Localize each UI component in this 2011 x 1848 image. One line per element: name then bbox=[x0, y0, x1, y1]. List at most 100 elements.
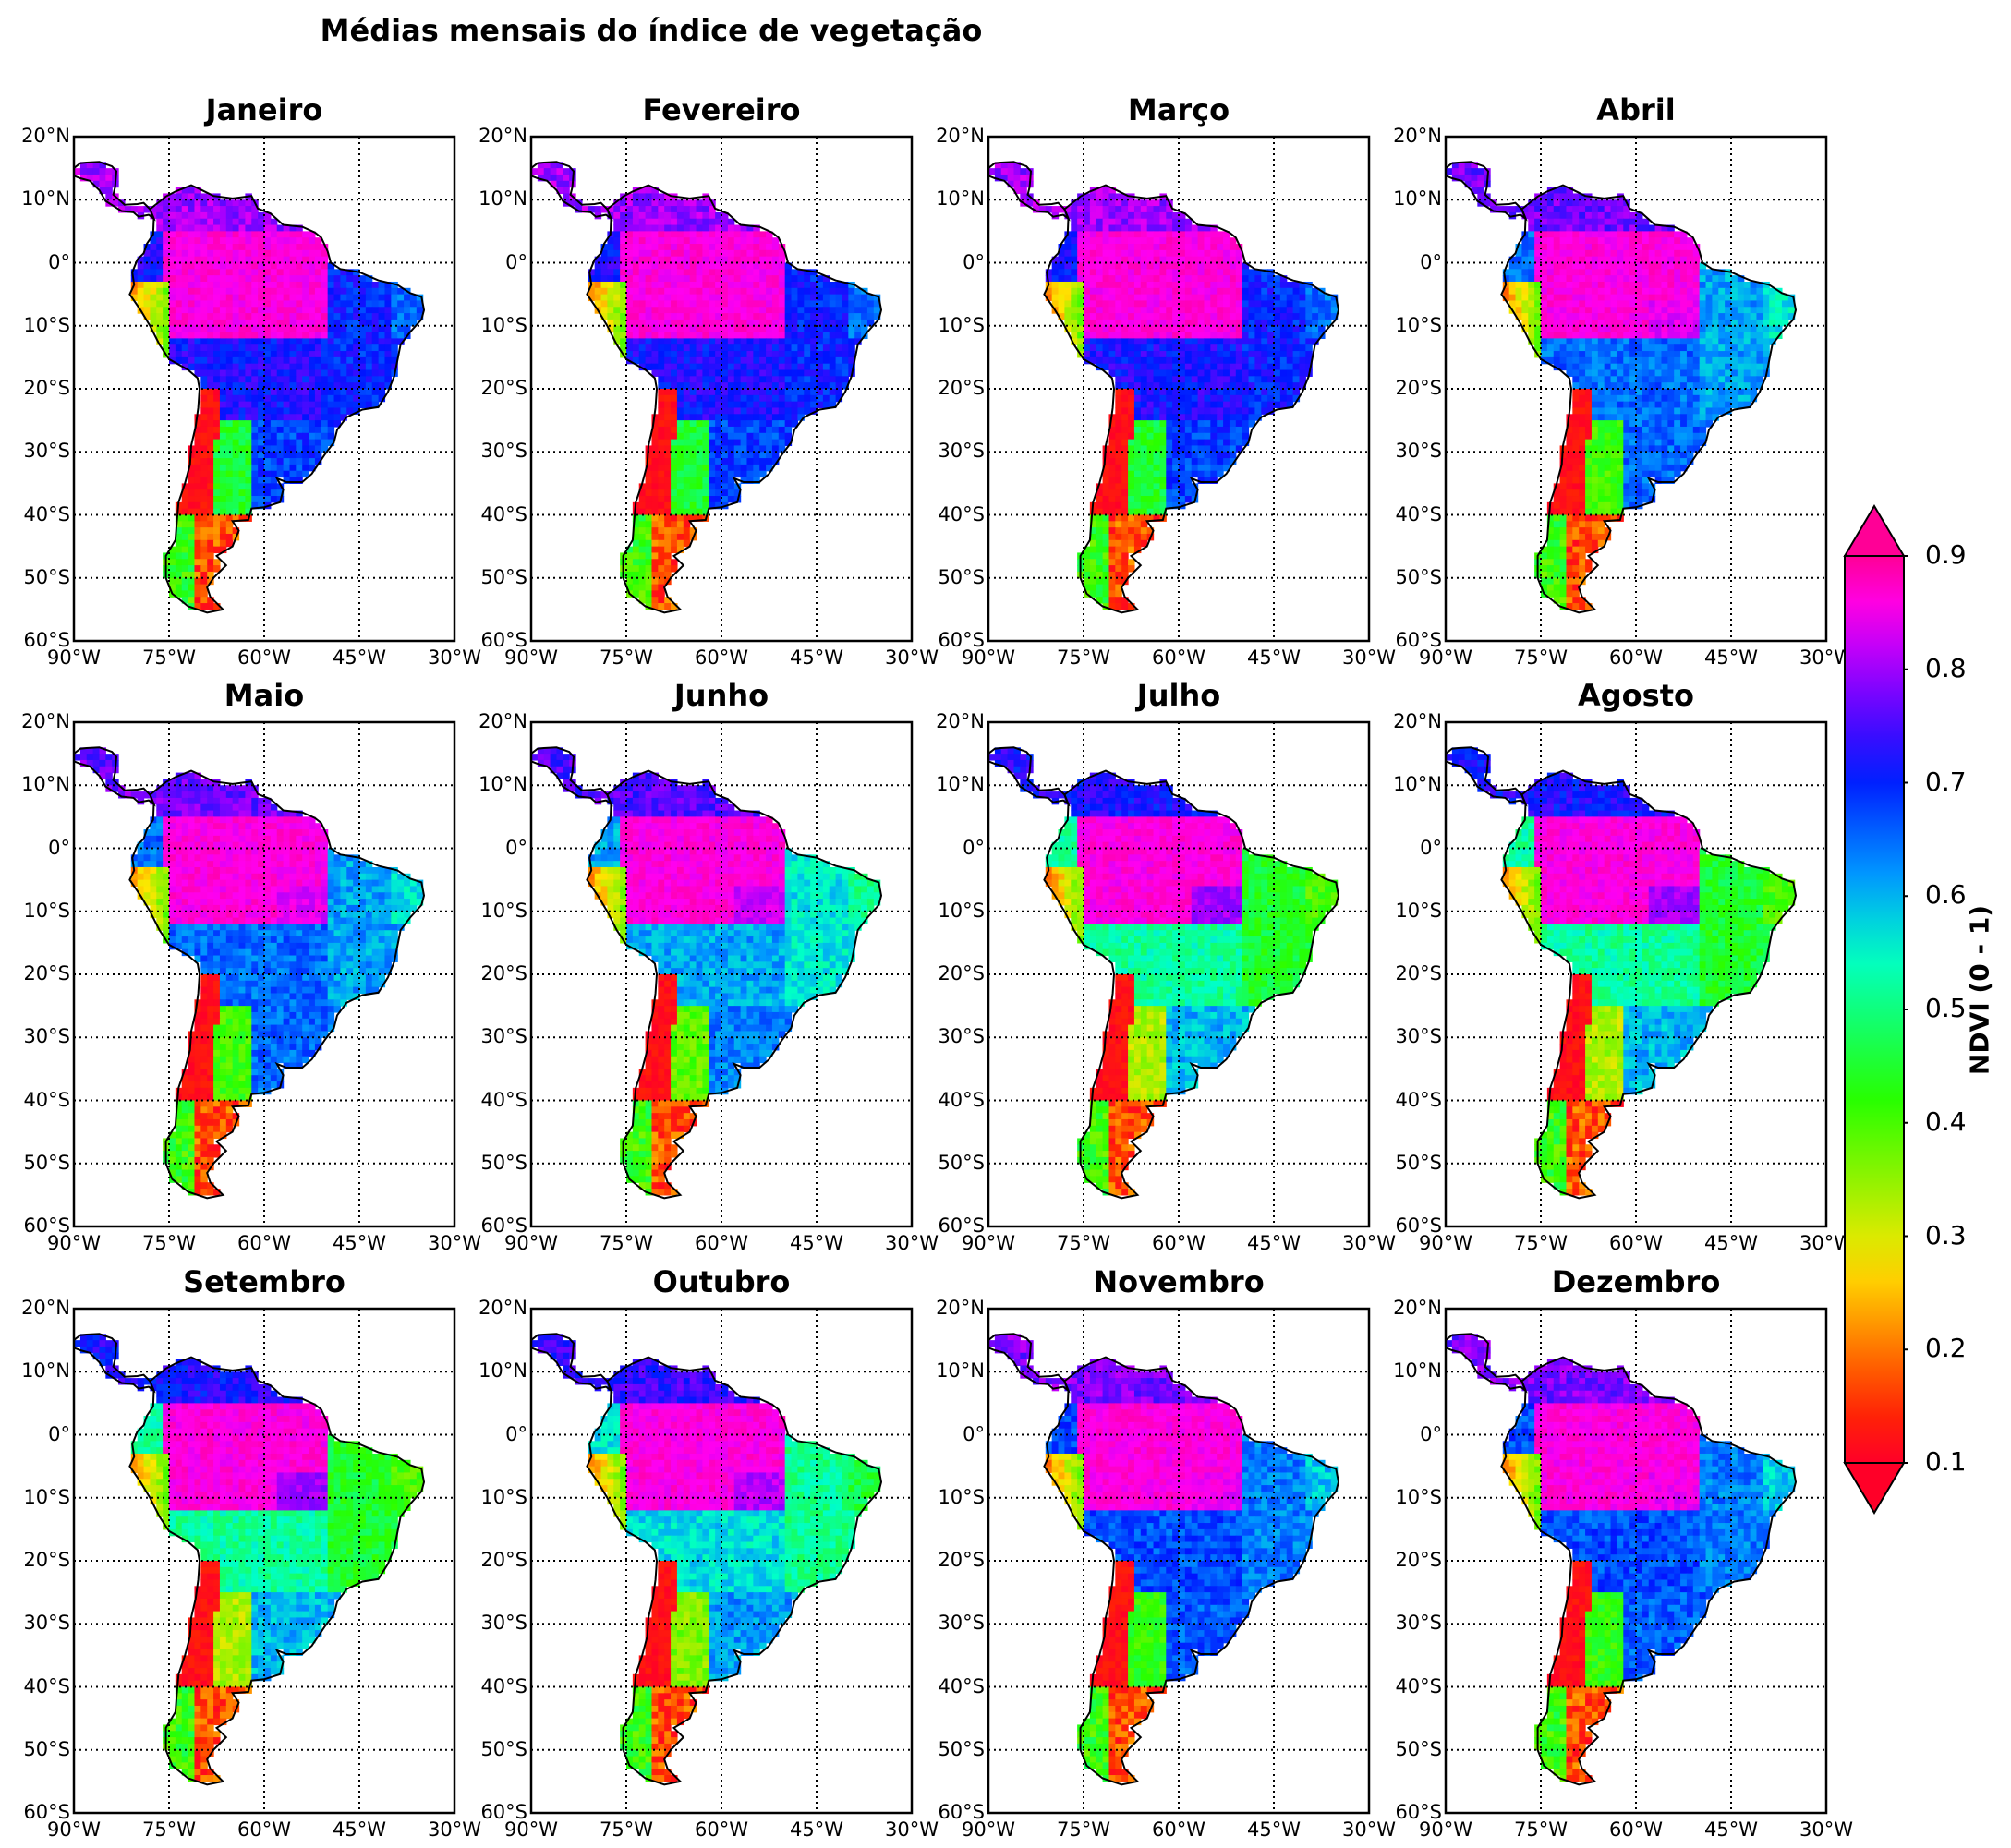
coastline bbox=[73, 746, 156, 807]
ndvi-map bbox=[987, 720, 1371, 1228]
colorbar-tick-label: 0.3 bbox=[1925, 1219, 1967, 1250]
latitude-tick-label: 20°N bbox=[479, 1297, 527, 1319]
map-frame bbox=[987, 720, 1371, 1228]
latitude-tick-label: 20°N bbox=[479, 125, 527, 147]
map-frame bbox=[987, 135, 1371, 643]
colorbar bbox=[1843, 504, 1908, 1515]
latitude-tick-label: 10°S bbox=[480, 313, 527, 336]
latitude-tick-label: 30°S bbox=[23, 440, 70, 463]
longitude-tick-label: 60°W bbox=[237, 1818, 291, 1841]
ndvi-raster bbox=[74, 747, 424, 1196]
colorbar-max-extension bbox=[1843, 504, 1906, 557]
coastline bbox=[530, 1333, 613, 1394]
latitude-tick-label: 0° bbox=[1420, 250, 1442, 273]
longitude-tick-label: 45°W bbox=[790, 1818, 843, 1841]
figure-title: Médias mensais do índice de vegetação bbox=[320, 13, 983, 48]
latitude-tick-label: 10°S bbox=[938, 899, 985, 922]
panel-title: Fevereiro bbox=[642, 92, 801, 127]
longitude-tick-label: 75°W bbox=[1514, 1232, 1568, 1254]
ndvi-map bbox=[529, 1307, 914, 1815]
latitude-tick-label: 10°S bbox=[938, 313, 985, 336]
panel-title: Abril bbox=[1596, 92, 1676, 127]
latitude-tick-label: 10°S bbox=[1395, 313, 1442, 336]
latitude-tick-label: 10°N bbox=[1393, 187, 1442, 211]
longitude-tick-label: 90°W bbox=[504, 1818, 558, 1841]
latitude-tick-label: 10°S bbox=[480, 1485, 527, 1508]
latitude-tick-label: 10°S bbox=[23, 1485, 70, 1508]
latitude-tick-label: 0° bbox=[963, 250, 985, 273]
colorbar-gradient bbox=[1844, 555, 1905, 1464]
latitude-tick-label: 50°S bbox=[23, 1151, 70, 1174]
panel-title: Julho bbox=[1136, 678, 1221, 713]
longitude-tick-label: 90°W bbox=[962, 1232, 1015, 1254]
coastline bbox=[73, 161, 156, 222]
panel-title: Setembro bbox=[183, 1264, 345, 1299]
coastline bbox=[128, 769, 426, 1200]
colorbar-tick-label: 0.2 bbox=[1925, 1333, 1967, 1364]
latitude-tick-label: 30°S bbox=[23, 1025, 70, 1048]
ndvi-raster bbox=[531, 1334, 881, 1782]
latitude-tick-label: 40°S bbox=[23, 1088, 70, 1111]
longitude-tick-label: 45°W bbox=[1247, 1818, 1301, 1841]
colorbar-tick-label: 0.9 bbox=[1925, 539, 1967, 570]
ndvi-map bbox=[529, 135, 914, 643]
map-frame bbox=[987, 1307, 1371, 1815]
colorbar-tick-label: 0.5 bbox=[1925, 993, 1967, 1023]
latitude-tick-label: 20°N bbox=[479, 710, 527, 732]
longitude-tick-label: 90°W bbox=[962, 1818, 1015, 1841]
latitude-tick-label: 20°N bbox=[21, 1297, 70, 1319]
coastline bbox=[1500, 769, 1798, 1200]
longitude-tick-label: 75°W bbox=[142, 1818, 196, 1841]
coastline bbox=[1500, 1356, 1798, 1786]
latitude-tick-label: 30°S bbox=[480, 1025, 527, 1048]
map-frame bbox=[529, 135, 914, 643]
latitude-tick-label: 30°S bbox=[480, 440, 527, 463]
longitude-tick-label: 60°W bbox=[695, 646, 748, 669]
latitude-tick-label: 10°N bbox=[936, 1359, 985, 1383]
latitude-tick-label: 50°S bbox=[1395, 1737, 1442, 1760]
panel-title: Junho bbox=[673, 678, 769, 713]
longitude-tick-label: 30°W bbox=[885, 646, 939, 669]
coastline bbox=[987, 746, 1071, 807]
coastline bbox=[586, 184, 883, 614]
coastline bbox=[128, 184, 426, 614]
longitude-tick-label: 60°W bbox=[1152, 1232, 1205, 1254]
panel-title: Março bbox=[1127, 92, 1230, 127]
latitude-tick-label: 10°S bbox=[1395, 1485, 1442, 1508]
ndvi-raster bbox=[531, 162, 881, 610]
longitude-tick-label: 90°W bbox=[504, 1232, 558, 1254]
longitude-tick-label: 90°W bbox=[1419, 1818, 1472, 1841]
coastline bbox=[1445, 161, 1528, 222]
latitude-tick-label: 30°S bbox=[480, 1612, 527, 1635]
latitude-tick-label: 40°S bbox=[1395, 502, 1442, 525]
map-frame bbox=[72, 720, 456, 1228]
latitude-tick-label: 30°S bbox=[1395, 440, 1442, 463]
map-frame bbox=[529, 1307, 914, 1815]
longitude-tick-label: 30°W bbox=[885, 1232, 939, 1254]
longitude-tick-label: 30°W bbox=[428, 1232, 481, 1254]
ndvi-raster bbox=[988, 162, 1339, 610]
longitude-tick-label: 90°W bbox=[47, 1232, 101, 1254]
latitude-tick-label: 20°S bbox=[938, 1549, 985, 1571]
longitude-tick-label: 90°W bbox=[1419, 1232, 1472, 1254]
latitude-tick-label: 20°N bbox=[1393, 1297, 1442, 1319]
longitude-tick-label: 60°W bbox=[1609, 1818, 1663, 1841]
coastline bbox=[1500, 184, 1798, 614]
latitude-tick-label: 50°S bbox=[938, 565, 985, 588]
latitude-tick-label: 30°S bbox=[1395, 1025, 1442, 1048]
latitude-tick-label: 20°N bbox=[1393, 710, 1442, 732]
longitude-tick-label: 90°W bbox=[47, 1818, 101, 1841]
latitude-tick-label: 20°S bbox=[1395, 377, 1442, 399]
longitude-tick-label: 45°W bbox=[1704, 1232, 1758, 1254]
longitude-tick-label: 75°W bbox=[1057, 1818, 1110, 1841]
panel-title: Janeiro bbox=[205, 92, 323, 127]
longitude-tick-label: 75°W bbox=[600, 1818, 653, 1841]
latitude-tick-label: 30°S bbox=[23, 1612, 70, 1635]
latitude-tick-label: 10°N bbox=[479, 187, 527, 211]
panel-title: Agosto bbox=[1578, 678, 1694, 713]
latitude-tick-label: 0° bbox=[48, 1422, 70, 1445]
coastline bbox=[1043, 769, 1340, 1200]
latitude-tick-label: 20°N bbox=[936, 710, 985, 732]
latitude-tick-label: 0° bbox=[505, 250, 527, 273]
coastline bbox=[1043, 1356, 1340, 1786]
